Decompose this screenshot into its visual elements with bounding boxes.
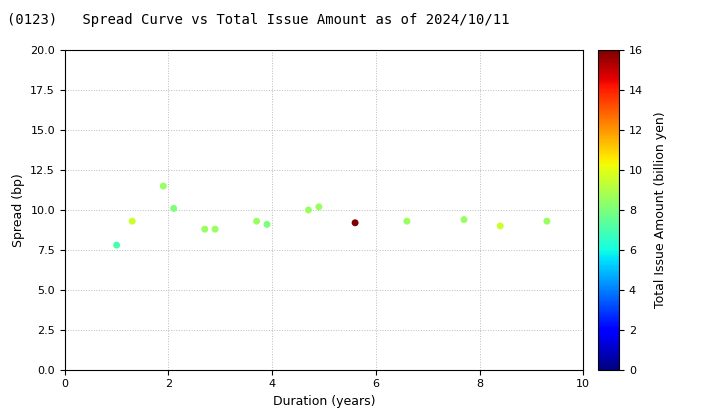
Point (111, 242, 122, 249)
Point (261, 221, 273, 228)
Point (495, 223, 506, 229)
Y-axis label: Spread (bp): Spread (bp) (12, 173, 24, 247)
Point (458, 216, 469, 223)
Text: (0123)   Spread Curve vs Total Issue Amount as of 2024/10/11: (0123) Spread Curve vs Total Issue Amoun… (7, 13, 510, 26)
Point (210, 226, 221, 233)
Point (313, 203, 325, 210)
Point (158, 183, 169, 189)
Point (541, 218, 553, 225)
Point (127, 218, 138, 225)
Point (199, 226, 210, 233)
Point (251, 218, 262, 225)
Point (349, 219, 361, 226)
Point (168, 205, 179, 212)
Point (302, 207, 314, 213)
X-axis label: Duration (years): Duration (years) (273, 395, 375, 408)
Y-axis label: Total Issue Amount (billion yen): Total Issue Amount (billion yen) (654, 112, 667, 308)
Point (401, 218, 413, 225)
